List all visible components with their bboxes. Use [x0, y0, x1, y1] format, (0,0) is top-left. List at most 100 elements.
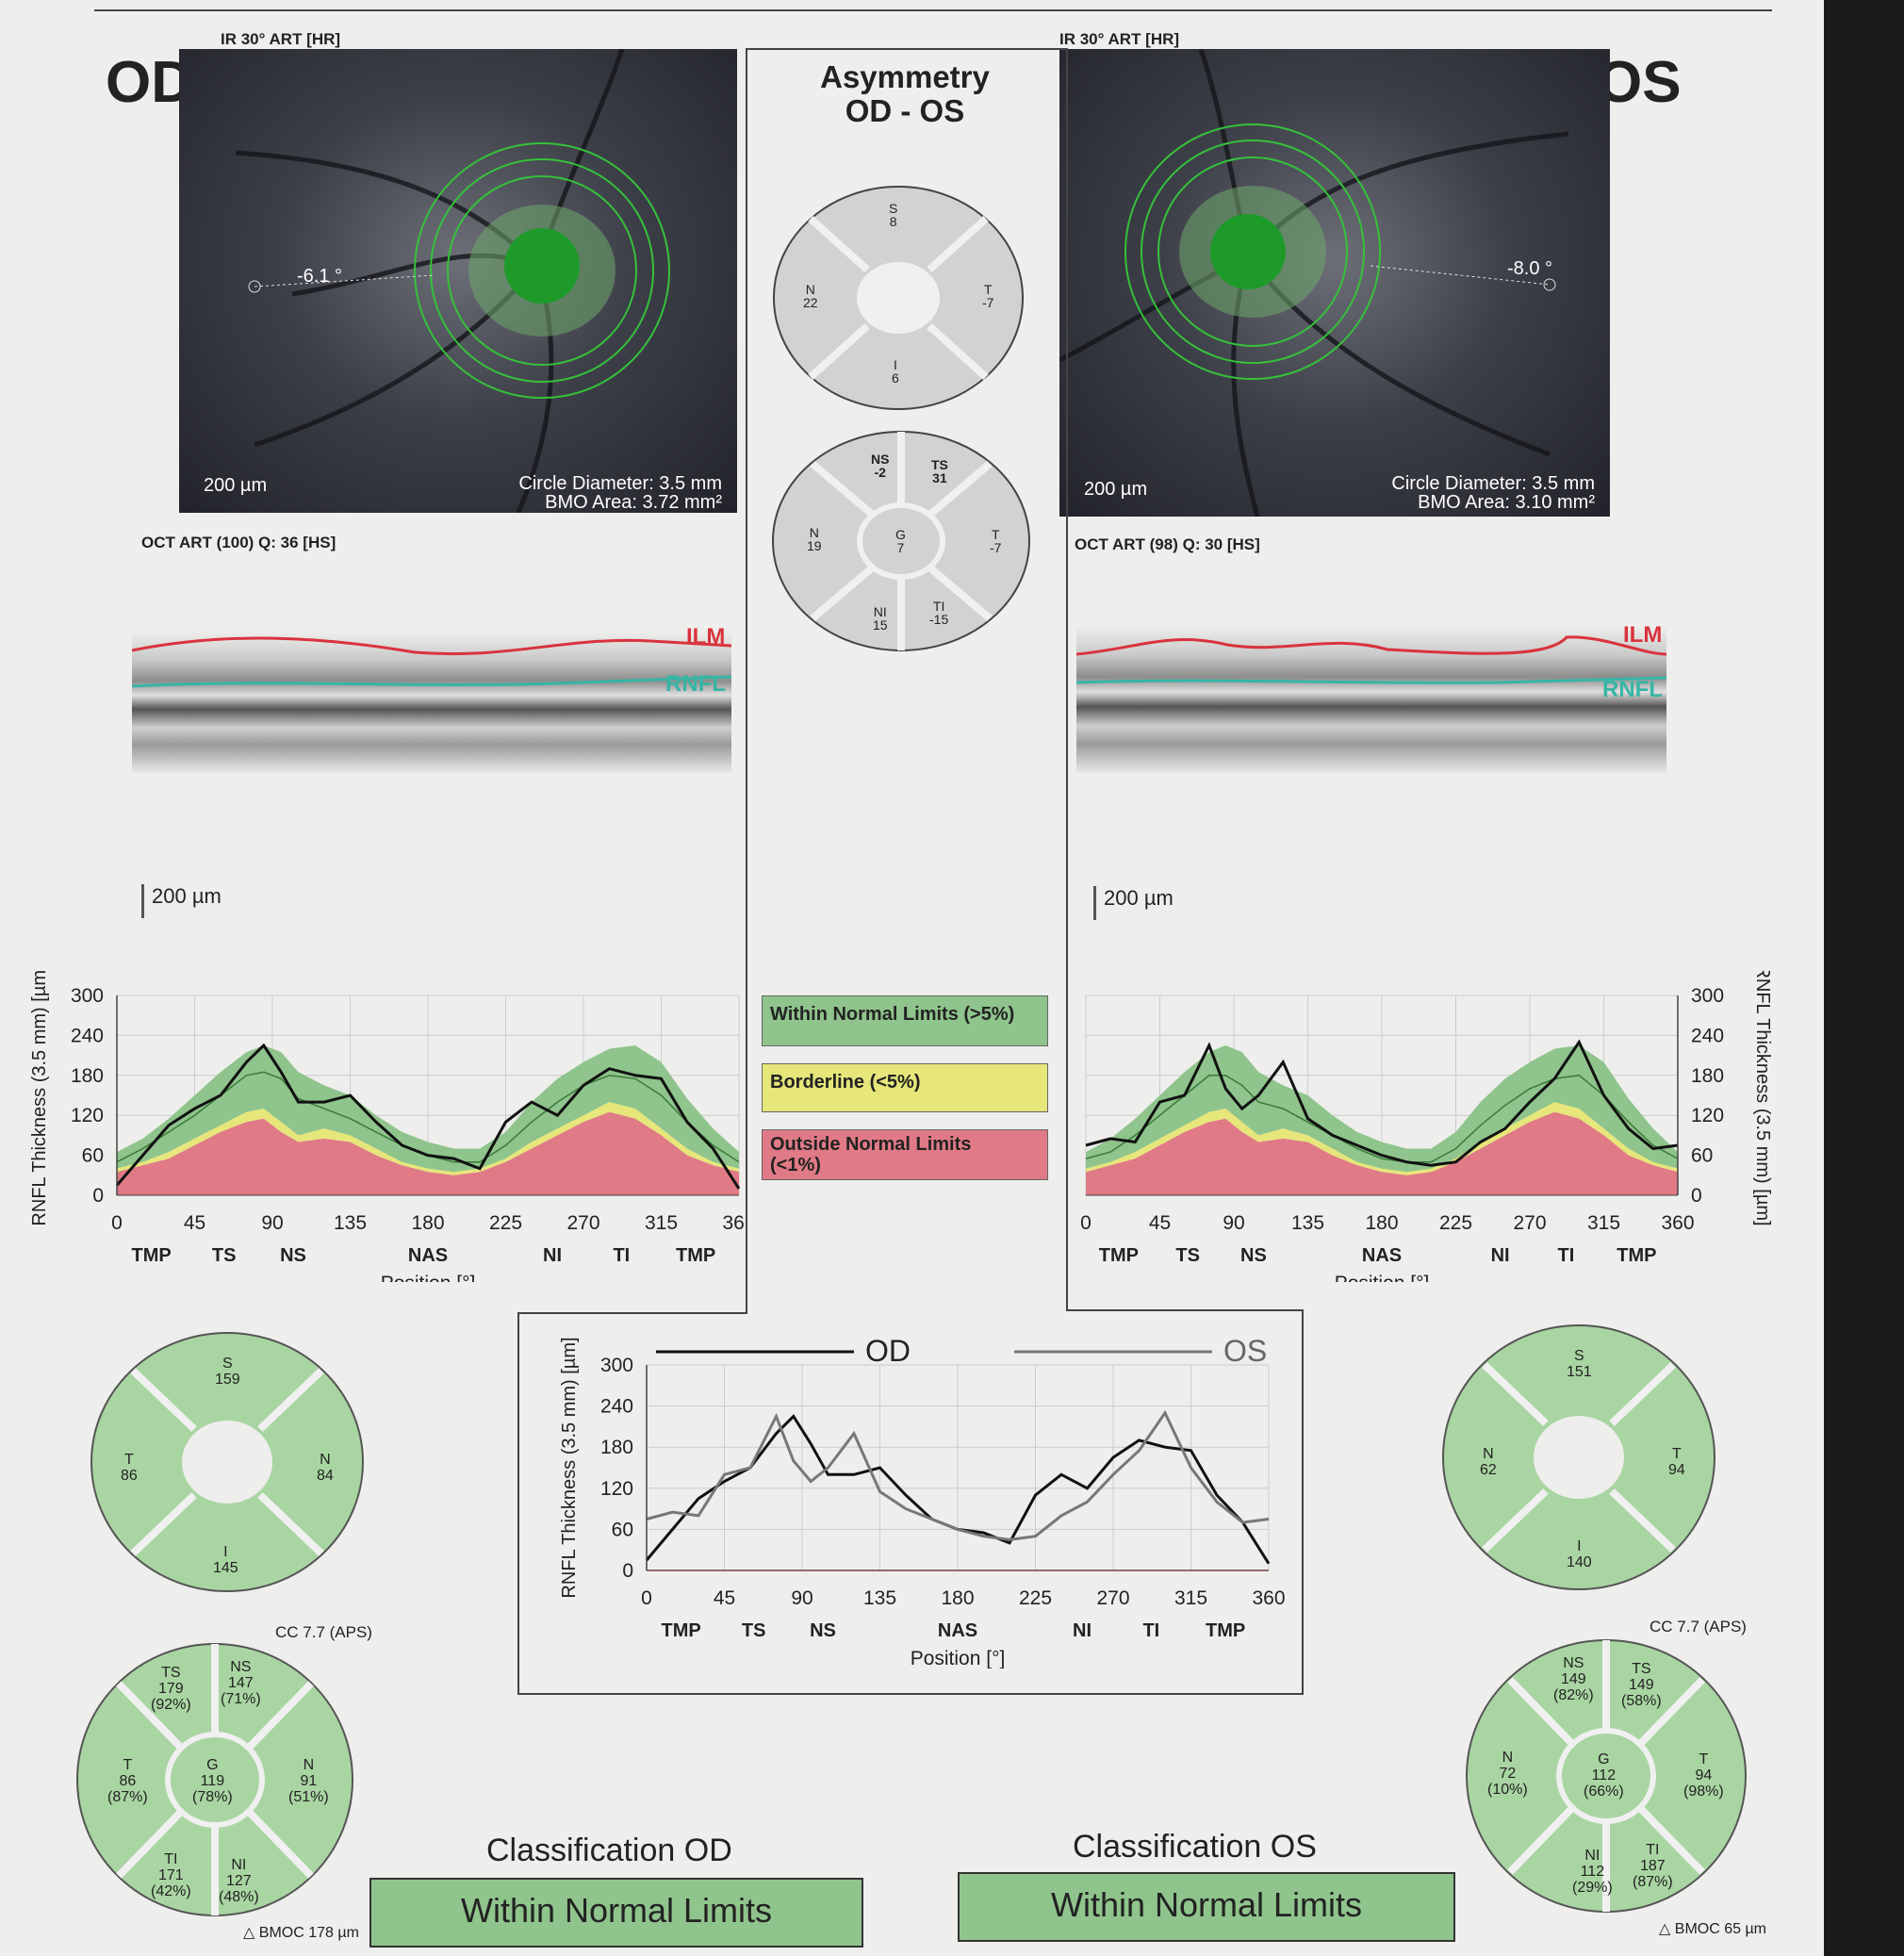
x-tick-label: 135	[863, 1587, 896, 1609]
x-tick-label: 270	[566, 1212, 599, 1234]
sector-axis-label: NAS	[1362, 1245, 1402, 1266]
x-tick-label: 225	[489, 1212, 522, 1234]
y-tick-label: 60	[612, 1519, 633, 1540]
classification-os-title: Classification OS	[1073, 1829, 1317, 1865]
sector-axis-label: TMP	[676, 1245, 715, 1266]
od-angle: -6.1 °	[297, 266, 343, 287]
legend-outside-line1: Outside Normal Limits	[770, 1134, 972, 1155]
y-tick-label: 180	[600, 1437, 633, 1458]
sector-axis-label: NI	[1491, 1245, 1510, 1266]
os-angle: -8.0 °	[1507, 258, 1553, 279]
asym6-ni: NI 15	[873, 604, 888, 633]
os-ir-header: IR 30° ART [HR]	[1059, 30, 1180, 48]
os-sector-t: T 94	[1668, 1446, 1685, 1478]
asym-n: N 22	[803, 282, 818, 310]
os6-ts: TS 149 (58%)	[1621, 1661, 1662, 1709]
legend-outside: Outside Normal Limits (<1%)	[762, 1129, 1048, 1180]
od-bscan-image	[132, 632, 731, 773]
sector-axis-label: TMP	[1206, 1620, 1245, 1641]
y-tick-label: 180	[71, 1065, 104, 1087]
os-bmoc: △ BMOC 65 µm	[1659, 1921, 1766, 1937]
od-cc-label: CC 7.7 (APS)	[275, 1623, 372, 1641]
od6-ns: NS 147 (71%)	[221, 1659, 261, 1707]
x-tick-label: 315	[645, 1212, 678, 1234]
sector-axis-label: TI	[1557, 1245, 1574, 1266]
y-tick-label: 300	[600, 1355, 633, 1376]
od-oct-header: OCT ART (100) Q: 36 [HS]	[141, 534, 336, 551]
band-within-normal	[1086, 1045, 1678, 1173]
sector-axis-label: NS	[280, 1245, 306, 1266]
sector-axis-label: NI	[1073, 1620, 1092, 1641]
od-sector-i: I 145	[213, 1544, 238, 1576]
os-bscan-image	[1076, 626, 1666, 773]
x-tick-label: 135	[334, 1212, 367, 1234]
y-tick-label: 300	[71, 985, 104, 1007]
sector-axis-label: NAS	[408, 1245, 448, 1266]
sector-axis-label: TS	[742, 1620, 766, 1641]
x-tick-label: 360	[1661, 1212, 1694, 1234]
sector-axis-label: NAS	[938, 1620, 977, 1641]
y-tick-label: 120	[600, 1478, 633, 1500]
asym6-n: N 19	[807, 525, 822, 553]
os-bmo-area: BMO Area: 3.10 mm²	[1418, 492, 1595, 513]
sector-axis-label: TMP	[1099, 1245, 1139, 1266]
panel-frame	[517, 48, 1304, 1695]
y-tick-label: 0	[622, 1560, 633, 1582]
od-rnfl-label: RNFL	[665, 671, 726, 697]
legend-outside-line2: (<1%)	[770, 1155, 821, 1175]
y-tick-label: 0	[92, 1185, 104, 1207]
classification-od-result: Within Normal Limits	[369, 1878, 863, 1948]
od-bscan-scale: 200 µm	[141, 884, 222, 918]
y-tick-label: 60	[82, 1145, 104, 1167]
x-tick-label: 90	[791, 1587, 812, 1609]
od-fundus-image: -6.1 ° 200 µm Circle Diameter: 3.5 mm BM…	[179, 49, 737, 513]
od-eye-label: OD	[106, 50, 193, 115]
x-tick-label: 180	[1365, 1212, 1398, 1234]
os6-n: N 72 (10%)	[1487, 1750, 1528, 1798]
x-tick-label: 180	[411, 1212, 444, 1234]
od6-ni: NI 127 (48%)	[219, 1857, 259, 1905]
x-tick-label: 360	[722, 1212, 745, 1234]
x-tick-label: 270	[1096, 1587, 1129, 1609]
od-sectors4: S 159 T 86 N 84 I 145	[90, 1331, 364, 1593]
x-tick-label: 180	[941, 1587, 974, 1609]
x-tick-label: 90	[1223, 1212, 1244, 1234]
asym6-ts: TS 31	[931, 457, 948, 485]
os-sectors4: S 151 N 62 T 94 I 140	[1442, 1323, 1715, 1591]
os6-t: T 94 (98%)	[1683, 1751, 1724, 1800]
legend-borderline: Borderline (<5%)	[762, 1063, 1048, 1112]
classification-os-result: Within Normal Limits	[958, 1872, 1455, 1942]
os-fundus-image: -8.0 ° 200 µm Circle Diameter: 3.5 mm BM…	[1059, 49, 1610, 517]
delta-icon: △	[243, 1925, 255, 1941]
delta-icon: △	[1659, 1921, 1671, 1937]
series-line-rnfl	[1085, 1039, 1679, 1167]
os-cc-label: CC 7.7 (APS)	[1650, 1618, 1747, 1635]
asym6-ti: TI -15	[929, 599, 949, 627]
asym-t: T -7	[982, 282, 994, 310]
asymmetry-title: Asymmetry OD - OS	[773, 60, 1037, 128]
od6-ts: TS 179 (92%)	[151, 1665, 191, 1713]
y-tick-label: 240	[600, 1396, 633, 1418]
band-outside-normal	[117, 1111, 739, 1195]
x-tick-label: 0	[641, 1587, 652, 1609]
od-sector-n: N 84	[317, 1452, 334, 1484]
y-tick-label: 120	[1691, 1105, 1724, 1126]
os6-ns: NS 149 (82%)	[1553, 1655, 1594, 1703]
y-tick-label: 180	[1691, 1065, 1724, 1087]
sector-axis-label: NS	[810, 1620, 836, 1641]
x-tick-label: 90	[261, 1212, 283, 1234]
os-sector-s: S 151	[1567, 1348, 1592, 1380]
od-circle-diameter: Circle Diameter: 3.5 mm	[518, 473, 722, 494]
x-tick-label: 360	[1252, 1587, 1285, 1609]
od6-g: G 119 (78%)	[192, 1757, 233, 1805]
sector-axis-label: TS	[1175, 1245, 1200, 1266]
sector-axis-label: TMP	[132, 1245, 172, 1266]
od-sector-s: S 159	[215, 1356, 240, 1388]
x-tick-label: 225	[1019, 1587, 1052, 1609]
x-tick-label: 270	[1513, 1212, 1546, 1234]
normative-mean-line	[1085, 1075, 1679, 1163]
sector-axis-label: TMP	[1617, 1245, 1656, 1266]
